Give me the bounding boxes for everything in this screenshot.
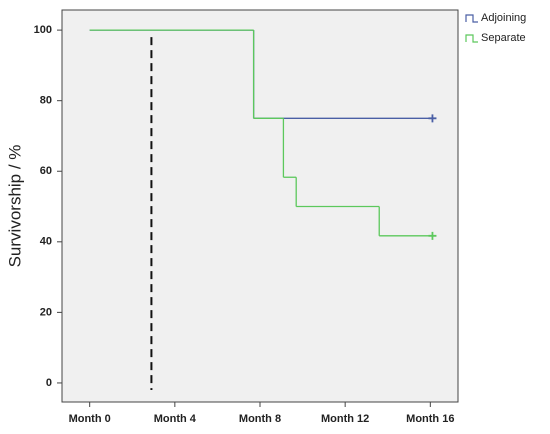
y-tick-label: 80 <box>40 95 52 107</box>
x-tick-label: Month 8 <box>239 413 281 425</box>
y-tick-label: 40 <box>40 236 52 248</box>
y-axis-label: Survivorship / % <box>5 145 24 268</box>
x-tick-label: Month 12 <box>321 413 369 425</box>
y-tick-label: 20 <box>40 306 52 318</box>
legend-label: Separate <box>481 32 526 44</box>
x-tick-label: Month 4 <box>154 413 197 425</box>
plot-area <box>61 9 459 403</box>
legend-label: Adjoining <box>481 12 526 24</box>
y-tick-label: 0 <box>46 377 52 389</box>
y-tick-label: 60 <box>40 165 52 177</box>
legend-swatch <box>465 34 478 43</box>
x-tick-label: Month 16 <box>406 413 454 425</box>
y-tick-label: 100 <box>34 24 52 36</box>
censor-mark <box>428 114 437 123</box>
censor-mark <box>428 231 437 240</box>
legend-swatch <box>465 14 478 23</box>
x-tick-label: Month 0 <box>69 413 111 425</box>
